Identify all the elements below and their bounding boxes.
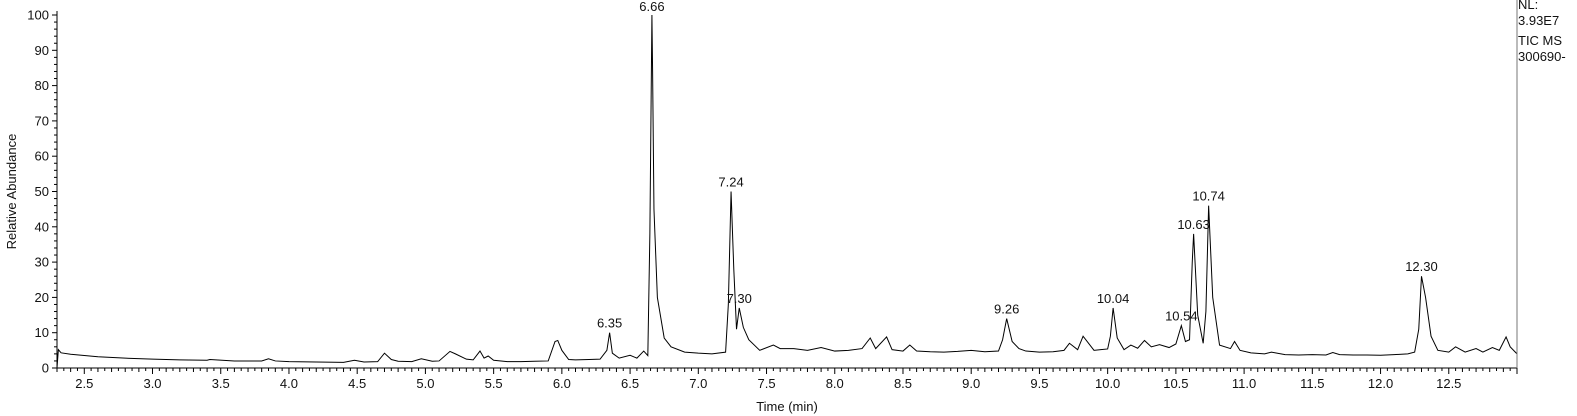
x-tick-label: 11.5 bbox=[1300, 376, 1324, 391]
peak-label: 7.24 bbox=[718, 175, 743, 190]
y-axis-title: Relative Abundance bbox=[4, 134, 19, 250]
y-tick-label: 80 bbox=[35, 78, 49, 93]
peak-label: 9.26 bbox=[994, 302, 1019, 317]
trace-label: TIC MS bbox=[1518, 33, 1563, 48]
nl-value: 3.93E7 bbox=[1518, 13, 1560, 28]
peak-label: 10.63 bbox=[1177, 217, 1210, 232]
tic-trace-line bbox=[56, 14, 1518, 369]
x-tick-label: 6.5 bbox=[621, 376, 639, 391]
x-tick-label: 5.0 bbox=[416, 376, 434, 391]
x-tick-label: 8.5 bbox=[894, 376, 912, 391]
x-tick-label: 9.5 bbox=[1030, 376, 1048, 391]
x-axis-title: Time (min) bbox=[756, 399, 818, 414]
x-tick-label: 12.0 bbox=[1368, 376, 1393, 391]
y-tick-label: 40 bbox=[35, 219, 49, 234]
y-tick-label: 30 bbox=[35, 255, 49, 270]
x-tick-label: 4.5 bbox=[348, 376, 366, 391]
peak-label: 10.74 bbox=[1192, 189, 1225, 204]
peak-label: 7.30 bbox=[727, 291, 752, 306]
y-tick-label: 90 bbox=[35, 43, 49, 58]
x-tick-label: 7.5 bbox=[757, 376, 775, 391]
peak-label: 10.54 bbox=[1165, 309, 1198, 324]
y-tick-label: 10 bbox=[35, 325, 49, 340]
y-tick-label: 100 bbox=[27, 8, 49, 23]
x-tick-label: 2.5 bbox=[75, 376, 93, 391]
file-label: 300690- bbox=[1518, 49, 1566, 64]
x-tick-label: 8.0 bbox=[826, 376, 844, 391]
x-tick-label: 4.0 bbox=[280, 376, 298, 391]
x-tick-label: 9.0 bbox=[962, 376, 980, 391]
y-axis-ticks: 0 10 20 30 40 50 60 70 80 90 100 bbox=[27, 8, 57, 376]
x-tick-label: 10.0 bbox=[1095, 376, 1120, 391]
x-tick-label: 7.0 bbox=[689, 376, 707, 391]
peak-labels: 6.35 6.66 7.24 7.30 9.26 10.04 10.54 10.63 10.74… bbox=[597, 0, 1438, 331]
peak-label: 10.04 bbox=[1097, 291, 1130, 306]
y-tick-label: 50 bbox=[35, 184, 49, 199]
y-tick-label: 70 bbox=[35, 113, 49, 128]
y-tick-label: 20 bbox=[35, 290, 49, 305]
peak-label: 6.35 bbox=[597, 316, 622, 331]
peak-label: 12.30 bbox=[1405, 259, 1438, 274]
y-tick-label: 0 bbox=[42, 361, 49, 376]
x-tick-label: 10.5 bbox=[1163, 376, 1188, 391]
x-axis-ticks: 2.5 3.0 3.5 4.0 4.5 5.0 5.5 6.0 6.5 7.0 7.5 8.0 8.5 9… bbox=[56, 368, 1518, 391]
peak-label: 6.66 bbox=[639, 0, 664, 14]
x-tick-label: 5.5 bbox=[485, 376, 503, 391]
x-tick-label: 3.0 bbox=[143, 376, 161, 391]
x-tick-label: 6.0 bbox=[553, 376, 571, 391]
nl-label: NL: bbox=[1518, 0, 1539, 12]
x-tick-label: 11.0 bbox=[1232, 376, 1256, 391]
x-tick-label: 3.5 bbox=[212, 376, 230, 391]
y-tick-label: 60 bbox=[35, 149, 49, 164]
x-tick-label: 12.5 bbox=[1436, 376, 1461, 391]
